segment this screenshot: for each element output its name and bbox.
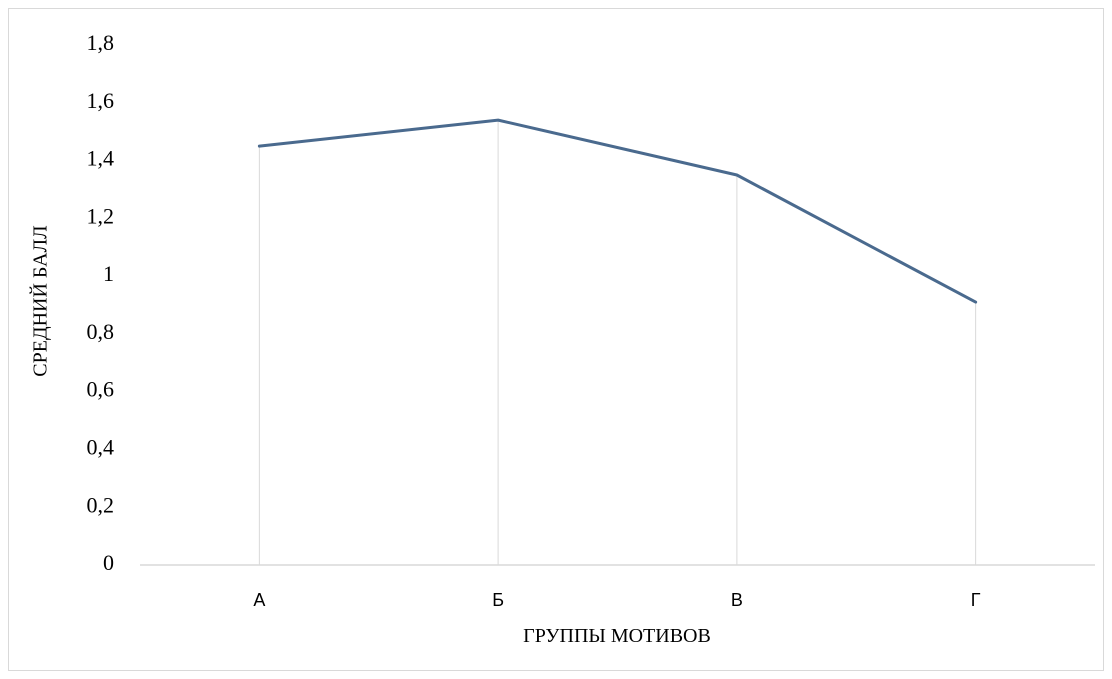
- x-axis-ticks: А Б В Г: [253, 590, 980, 610]
- y-tick-label: 1,2: [87, 203, 115, 228]
- y-tick-label: 1,4: [87, 146, 115, 171]
- y-tick-label: 1,6: [87, 88, 115, 113]
- y-tick-label: 1: [103, 261, 114, 286]
- drop-lines: [258, 120, 977, 565]
- y-tick-label: 1,8: [87, 30, 115, 55]
- x-tick-label: В: [731, 590, 743, 610]
- y-tick-label: 0,6: [87, 377, 115, 402]
- y-axis-ticks: 0 0,2 0,4 0,6 0,8 1 1,2 1,4 1,6 1,8: [87, 30, 115, 575]
- y-tick-label: 0: [103, 550, 114, 575]
- y-tick-label: 0,8: [87, 319, 115, 344]
- y-tick-label: 0,2: [87, 492, 115, 517]
- series-line: [257, 118, 978, 304]
- x-axis-title: ГРУППЫ МОТИВОВ: [523, 625, 711, 647]
- y-tick-label: 0,4: [87, 434, 115, 459]
- y-axis-title: СРЕДНИЙ БАЛЛ: [29, 225, 52, 376]
- x-tick-label: Г: [971, 590, 981, 610]
- x-tick-label: Б: [492, 590, 504, 610]
- x-tick-label: А: [253, 590, 265, 610]
- chart-frame: [8, 8, 1104, 671]
